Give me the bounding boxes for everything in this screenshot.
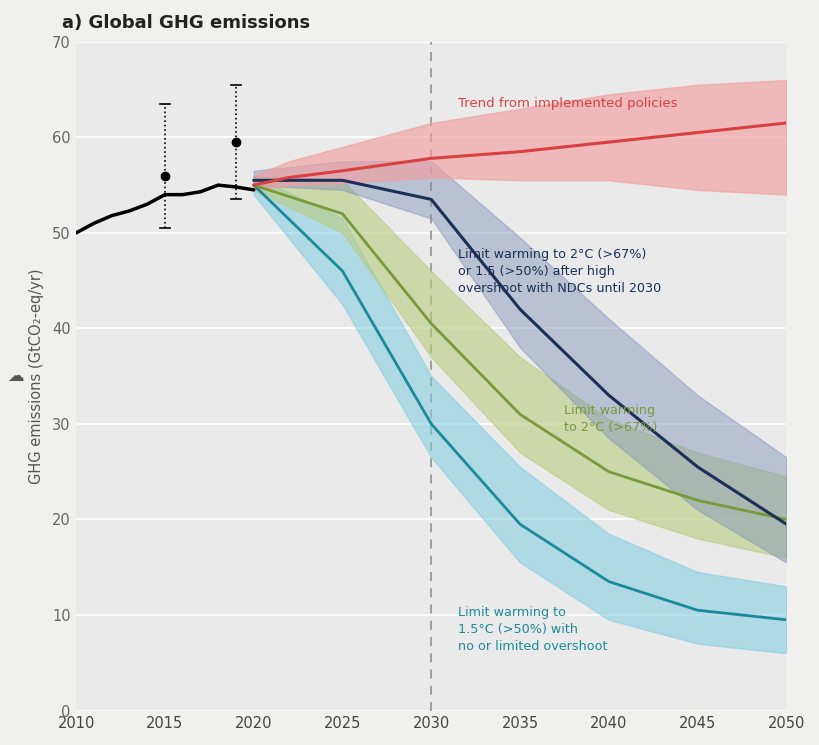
Text: Trend from implemented policies: Trend from implemented policies (458, 98, 677, 110)
Text: a) Global GHG emissions: a) Global GHG emissions (62, 14, 310, 32)
Text: Limit warming to
1.5°C (>50%) with
no or limited overshoot: Limit warming to 1.5°C (>50%) with no or… (458, 606, 608, 653)
Text: Limit warming to 2°C (>67%)
or 1.5 (>50%) after high
overshoot with NDCs until 2: Limit warming to 2°C (>67%) or 1.5 (>50%… (458, 247, 661, 294)
Text: ☁: ☁ (7, 367, 24, 385)
Y-axis label: GHG emissions (GtCO₂-eq/yr): GHG emissions (GtCO₂-eq/yr) (29, 268, 43, 484)
Text: Limit warming
to 2°C (>67%): Limit warming to 2°C (>67%) (564, 404, 658, 434)
